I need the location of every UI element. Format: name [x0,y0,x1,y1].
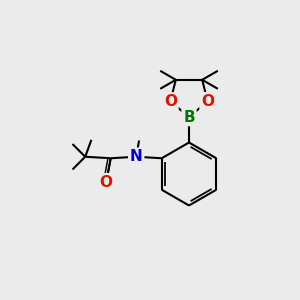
Text: N: N [130,149,142,164]
Text: O: O [201,94,214,109]
Text: O: O [100,175,113,190]
Text: B: B [183,110,195,124]
Text: O: O [164,94,177,109]
